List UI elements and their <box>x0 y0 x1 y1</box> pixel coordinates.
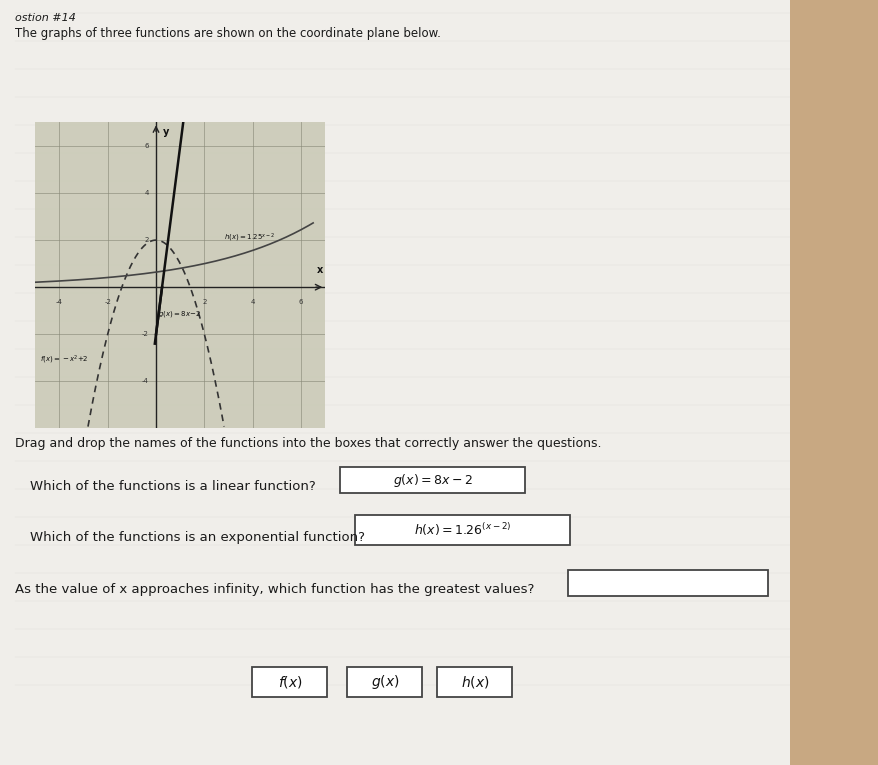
Text: 4: 4 <box>250 299 255 305</box>
FancyBboxPatch shape <box>355 515 569 545</box>
Text: -2: -2 <box>104 299 111 305</box>
Bar <box>0 0 789 765</box>
Text: 4: 4 <box>144 190 148 196</box>
Text: $h(x)=1.25^{x-2}$: $h(x)=1.25^{x-2}$ <box>223 232 275 244</box>
Text: $h(x) = 1.26^{(x-2)}$: $h(x) = 1.26^{(x-2)}$ <box>414 522 511 539</box>
Text: ostion #14: ostion #14 <box>15 13 76 23</box>
Text: -4: -4 <box>141 379 148 384</box>
Text: -4: -4 <box>56 299 62 305</box>
FancyBboxPatch shape <box>252 667 327 697</box>
Text: $g(x)=8x{-}2$: $g(x)=8x{-}2$ <box>158 309 201 319</box>
Text: 6: 6 <box>299 299 303 305</box>
Text: 6: 6 <box>144 143 148 149</box>
Text: $h(x)$: $h(x)$ <box>460 674 489 690</box>
Text: Which of the functions is an exponential function?: Which of the functions is an exponential… <box>30 531 364 544</box>
Text: $g(x) = 8x-2$: $g(x) = 8x-2$ <box>392 471 471 489</box>
FancyBboxPatch shape <box>437 667 512 697</box>
Text: 2: 2 <box>144 237 148 243</box>
Text: As the value of x approaches infinity, which function has the greatest values?: As the value of x approaches infinity, w… <box>15 583 534 596</box>
FancyBboxPatch shape <box>340 467 524 493</box>
Text: Drag and drop the names of the functions into the boxes that correctly answer th: Drag and drop the names of the functions… <box>15 437 601 450</box>
Text: 2: 2 <box>202 299 206 305</box>
Text: $f(x){=}-x^2{+}2$: $f(x){=}-x^2{+}2$ <box>40 354 89 366</box>
Bar <box>619 0 878 765</box>
Text: The graphs of three functions are shown on the coordinate plane below.: The graphs of three functions are shown … <box>15 27 441 40</box>
Text: -2: -2 <box>141 331 148 337</box>
FancyBboxPatch shape <box>567 570 767 596</box>
Text: x: x <box>317 265 323 275</box>
Text: $f(x)$: $f(x)$ <box>277 674 302 690</box>
Text: Which of the functions is a linear function?: Which of the functions is a linear funct… <box>30 480 315 493</box>
Text: y: y <box>163 127 169 137</box>
Text: $g(x)$: $g(x)$ <box>371 673 399 691</box>
FancyBboxPatch shape <box>347 667 422 697</box>
